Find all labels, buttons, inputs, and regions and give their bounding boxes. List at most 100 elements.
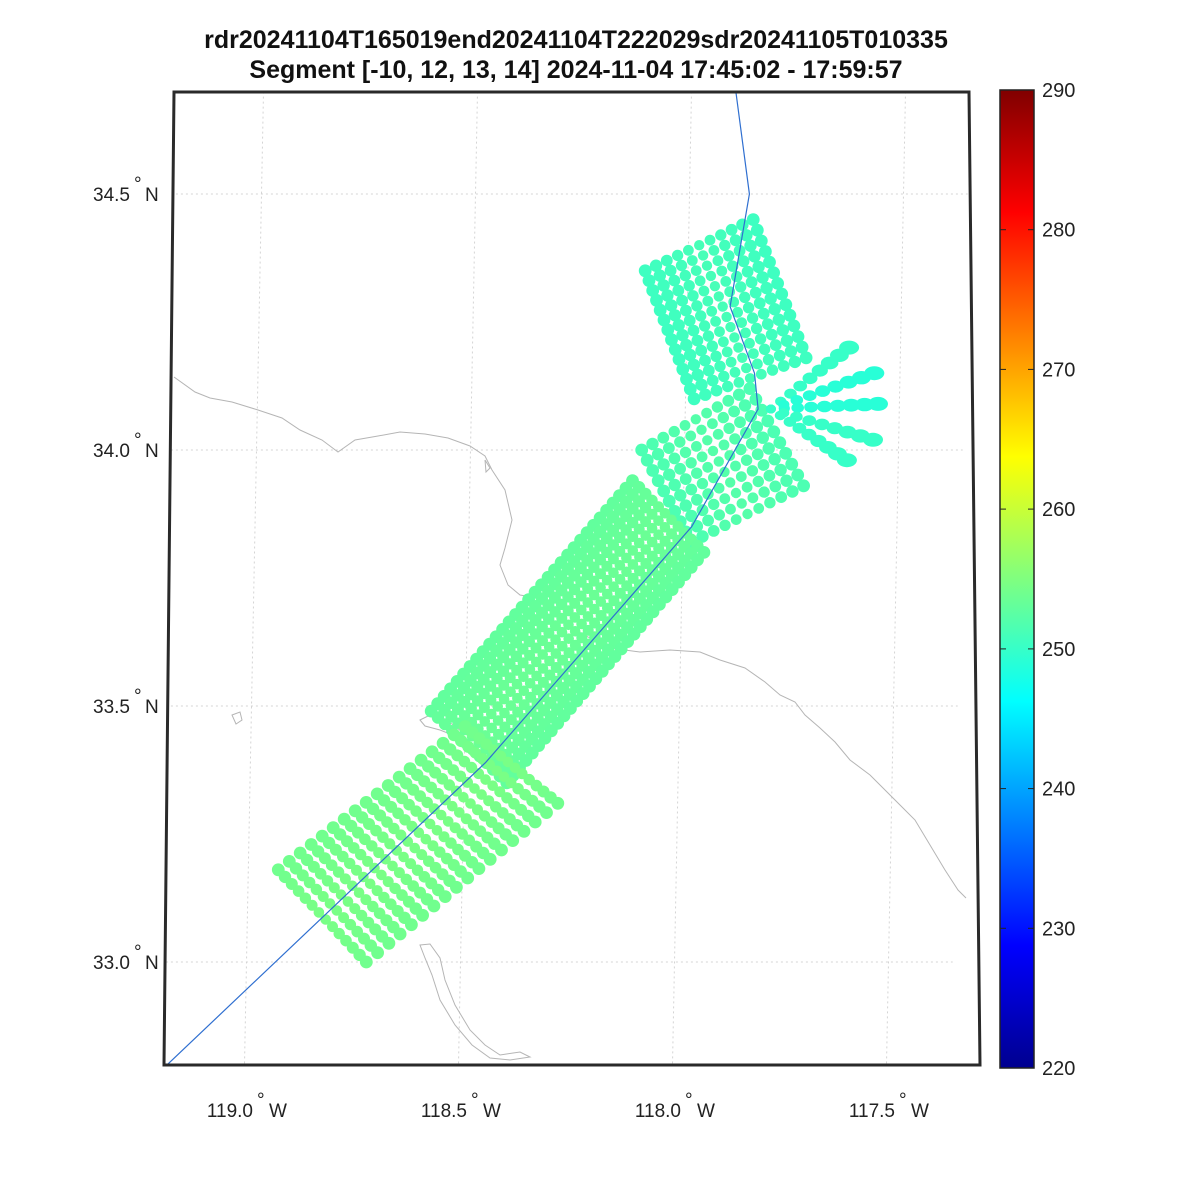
- footprint: [683, 382, 697, 396]
- footprint: [569, 612, 581, 623]
- footprint: [712, 255, 724, 267]
- footprint: [694, 240, 705, 251]
- footprint: [672, 319, 685, 332]
- footprint: [736, 498, 747, 509]
- footprint: [680, 338, 693, 352]
- footprint: [595, 596, 607, 607]
- footprint: [735, 443, 747, 456]
- footprint: [646, 464, 660, 477]
- footprint: [588, 589, 600, 601]
- footprint: [442, 816, 454, 827]
- footprint: [685, 430, 697, 442]
- footprint: [649, 259, 663, 272]
- fan-footprint-ray-0: [802, 372, 818, 385]
- footprint: [360, 894, 372, 906]
- footprint: [758, 343, 771, 355]
- footprint: [764, 497, 776, 509]
- lat-tick-label-3: 33.0: [93, 953, 130, 974]
- footprint: [737, 255, 750, 268]
- footprint: [735, 281, 747, 293]
- footprint: [729, 234, 742, 247]
- footprint: [685, 509, 698, 523]
- footprint: [651, 474, 665, 488]
- footprint: [702, 435, 713, 446]
- footprint: [719, 519, 731, 531]
- footprint: [744, 337, 755, 349]
- footprint: [710, 350, 722, 362]
- footprint: [799, 351, 813, 365]
- colorbar-ticks: 290 280 270 260 250 240 230 220: [1000, 80, 1075, 1080]
- lon-tick-label-3: 117.5: [849, 1101, 895, 1122]
- footprint: [424, 818, 436, 830]
- map-frame: [162, 90, 982, 1067]
- footprint: [683, 314, 696, 327]
- footprint: [569, 597, 581, 609]
- fan-footprint-ray-1: [790, 395, 804, 406]
- footprint: [702, 364, 715, 377]
- footprint: [665, 333, 678, 347]
- footprint: [461, 871, 475, 885]
- colorbar-tick-label-6: 230: [1042, 918, 1075, 940]
- footprint: [733, 377, 745, 388]
- footprint: [695, 378, 708, 391]
- fan-footprint-ray-0: [793, 380, 808, 392]
- footprint: [730, 514, 742, 525]
- footprint: [313, 907, 325, 918]
- footprint: [486, 722, 498, 734]
- footprint: [540, 806, 553, 819]
- footprint: [764, 292, 777, 305]
- footprint: [771, 277, 784, 290]
- footprint: [725, 477, 736, 488]
- footprint: [487, 780, 499, 791]
- footprint: [707, 445, 719, 457]
- footprint: [413, 827, 425, 838]
- footprint: [719, 466, 730, 478]
- footprint: [498, 693, 510, 705]
- colorbar-tick-label-7: 220: [1042, 1058, 1075, 1080]
- footprint: [657, 431, 670, 444]
- degree-symbol: °: [134, 430, 142, 451]
- footprint: [635, 443, 649, 457]
- footprint: [640, 453, 654, 467]
- footprint: [355, 848, 367, 861]
- footprint: [646, 437, 659, 451]
- footprint: [472, 709, 484, 721]
- footprint: [642, 274, 656, 287]
- footprint: [683, 280, 695, 292]
- footprint: [550, 634, 561, 645]
- footprint: [614, 560, 626, 571]
- footprint: [676, 329, 689, 342]
- footprint: [788, 355, 802, 369]
- footprint: [601, 574, 613, 586]
- footprint: [377, 831, 389, 843]
- footprint: [511, 664, 523, 676]
- footprint: [710, 316, 721, 327]
- footprint: [748, 348, 759, 359]
- footprint: [755, 403, 769, 417]
- fan-footprint-ray-3: [863, 432, 883, 447]
- footprint: [531, 670, 542, 682]
- footprint: [588, 575, 600, 587]
- footprint: [766, 364, 779, 376]
- footprint: [646, 522, 658, 534]
- footprint: [633, 523, 645, 535]
- footprint: [702, 330, 715, 342]
- footprint: [737, 352, 748, 363]
- lat-tick-hemisphere-3: N: [145, 953, 159, 974]
- footprint: [528, 815, 542, 829]
- footprint: [563, 633, 574, 644]
- footprint: [713, 456, 724, 467]
- grid-line-lon-0: [244, 92, 264, 1065]
- footprint: [582, 597, 594, 608]
- swath-1: [635, 382, 810, 549]
- footprint: [730, 487, 742, 499]
- brightness-temperature-swaths: [271, 213, 888, 969]
- lat-tick-label-1: 34.0: [93, 441, 130, 462]
- colorbar: [999, 89, 1035, 1069]
- footprint: [511, 678, 523, 690]
- footprint: [498, 771, 510, 783]
- swath-0: [638, 213, 813, 406]
- footprint: [358, 871, 369, 883]
- footprint: [744, 410, 758, 423]
- fan-footprint-ray-2: [842, 398, 860, 412]
